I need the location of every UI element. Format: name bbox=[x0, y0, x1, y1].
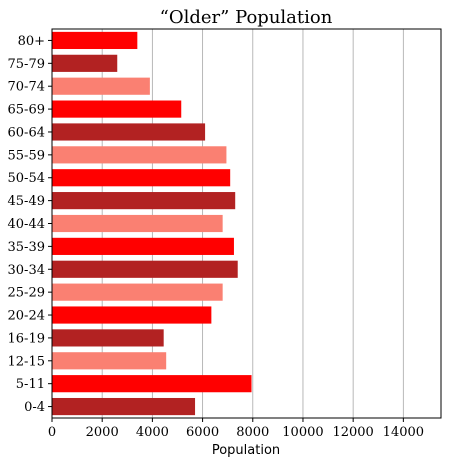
bar-50-54 bbox=[52, 169, 231, 187]
x-tick-label: 4000 bbox=[136, 425, 169, 440]
bar-5-11 bbox=[52, 375, 252, 393]
y-tick-label: 45-49 bbox=[8, 194, 45, 209]
bar-12-15 bbox=[52, 352, 167, 370]
bar-0-4 bbox=[52, 397, 196, 416]
y-tick-label: 55-59 bbox=[8, 148, 45, 163]
x-tick-label: 12000 bbox=[332, 425, 373, 440]
x-tick-labels: 0 2000 4000 6000 8000 10000 12000 14000 bbox=[48, 418, 424, 440]
y-tick-label: 5-11 bbox=[16, 377, 45, 392]
y-tick-label: 65-69 bbox=[8, 103, 45, 118]
bar-60-64 bbox=[52, 123, 206, 141]
bar-16-19 bbox=[52, 329, 164, 347]
bars bbox=[52, 31, 252, 416]
y-tick-label: 0-4 bbox=[24, 400, 45, 415]
bar-70-74 bbox=[52, 77, 150, 95]
y-tick-label: 35-39 bbox=[8, 240, 45, 255]
x-tick-label: 6000 bbox=[186, 425, 219, 440]
y-tick-label: 80+ bbox=[18, 34, 45, 49]
y-tick-label: 70-74 bbox=[8, 80, 45, 95]
y-tick-label: 25-29 bbox=[8, 286, 45, 301]
y-tick-label: 30-34 bbox=[8, 263, 45, 278]
x-axis-label: Population bbox=[212, 443, 280, 458]
bar-45-49 bbox=[52, 192, 236, 210]
y-tick-label: 12-15 bbox=[8, 354, 45, 369]
y-tick-label: 60-64 bbox=[8, 125, 45, 140]
x-tick-label: 8000 bbox=[236, 425, 269, 440]
x-tick-label: 2000 bbox=[86, 425, 119, 440]
x-tick-label: 14000 bbox=[383, 425, 424, 440]
bar-25-29 bbox=[52, 283, 223, 301]
y-tick-label: 16-19 bbox=[8, 331, 45, 346]
y-tick-label: 50-54 bbox=[8, 171, 45, 186]
bar-35-39 bbox=[52, 237, 234, 255]
bar-30-34 bbox=[52, 260, 238, 278]
bar-40-44 bbox=[52, 214, 223, 233]
bar-55-59 bbox=[52, 146, 227, 164]
y-tick-label: 20-24 bbox=[8, 309, 45, 324]
x-tick-label: 0 bbox=[48, 425, 56, 440]
y-tick-label: 40-44 bbox=[8, 217, 45, 232]
bar-65-69 bbox=[52, 100, 182, 118]
chart-title: “Older” Population bbox=[160, 7, 333, 28]
y-tick-labels: 80+ 75-79 70-74 65-69 60-64 55-59 50-54 45-49 40… bbox=[8, 34, 52, 415]
bar-20-24 bbox=[52, 306, 212, 324]
x-tick-label: 10000 bbox=[282, 425, 323, 440]
bar-80+ bbox=[52, 31, 138, 50]
bar-75-79 bbox=[52, 54, 118, 72]
y-tick-label: 75-79 bbox=[8, 57, 45, 72]
